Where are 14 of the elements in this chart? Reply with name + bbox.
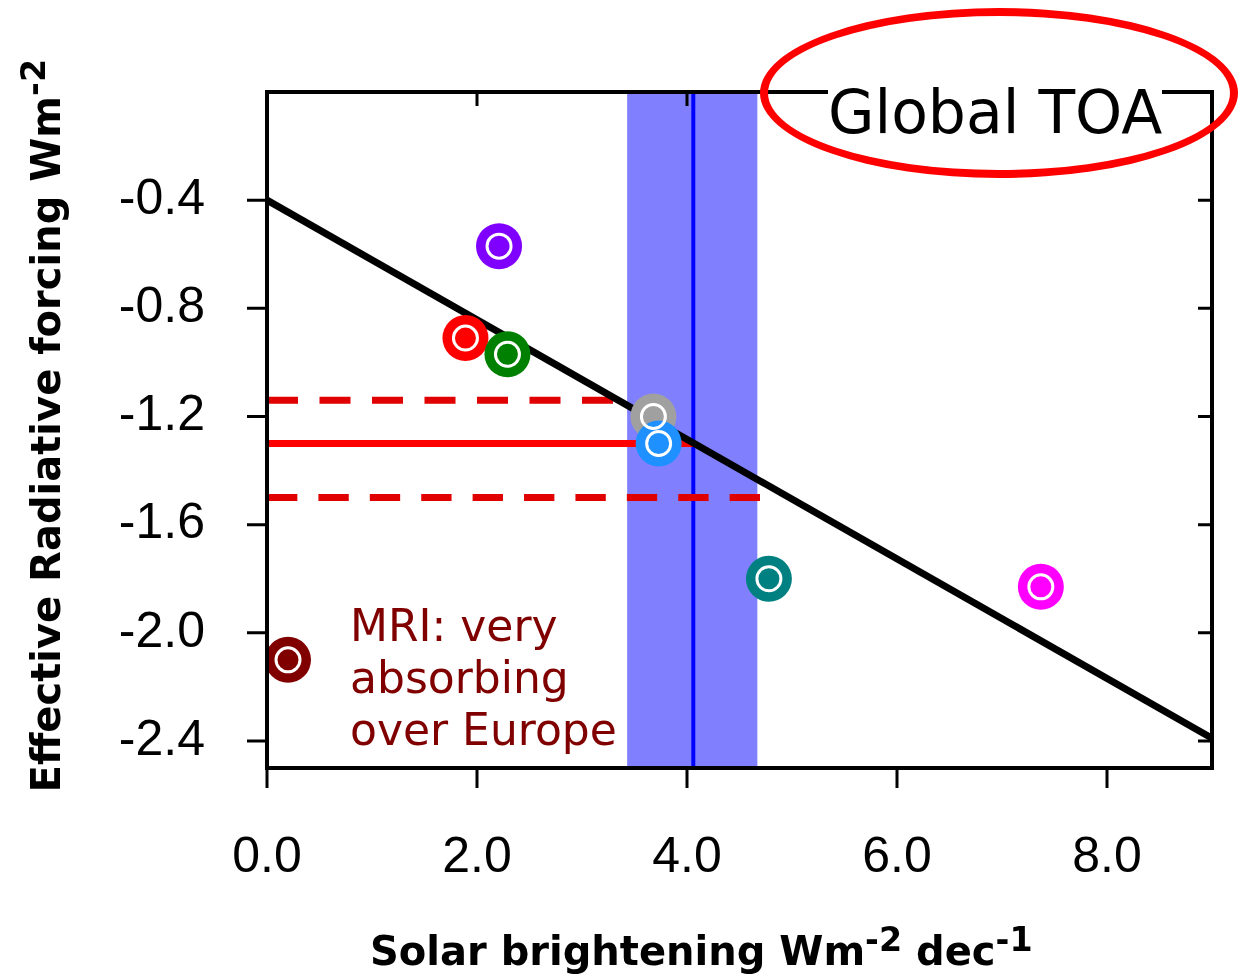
y-tick-label: -0.4 bbox=[118, 168, 205, 225]
y-tick-label: -2.0 bbox=[118, 601, 205, 658]
x-tick-label: 0.0 bbox=[232, 826, 302, 883]
y-tick-label: -1.6 bbox=[118, 493, 205, 550]
x-tick-label: 2.0 bbox=[442, 826, 512, 883]
y-tick-label: -1.2 bbox=[118, 385, 205, 442]
x-tick-label: 6.0 bbox=[862, 826, 932, 883]
y-tick-label: -2.4 bbox=[118, 709, 205, 766]
y-tick-label: -0.8 bbox=[118, 277, 205, 334]
annotation: Global TOA bbox=[828, 77, 1163, 147]
x-tick-label: 4.0 bbox=[652, 826, 722, 883]
x-axis-title: Solar brightening Wm$^{-2}$ dec$^{-1}$ bbox=[370, 919, 1033, 977]
x-tick-label: 8.0 bbox=[1072, 826, 1142, 883]
annotation: MRI: very absorbing over Europe bbox=[350, 600, 618, 756]
